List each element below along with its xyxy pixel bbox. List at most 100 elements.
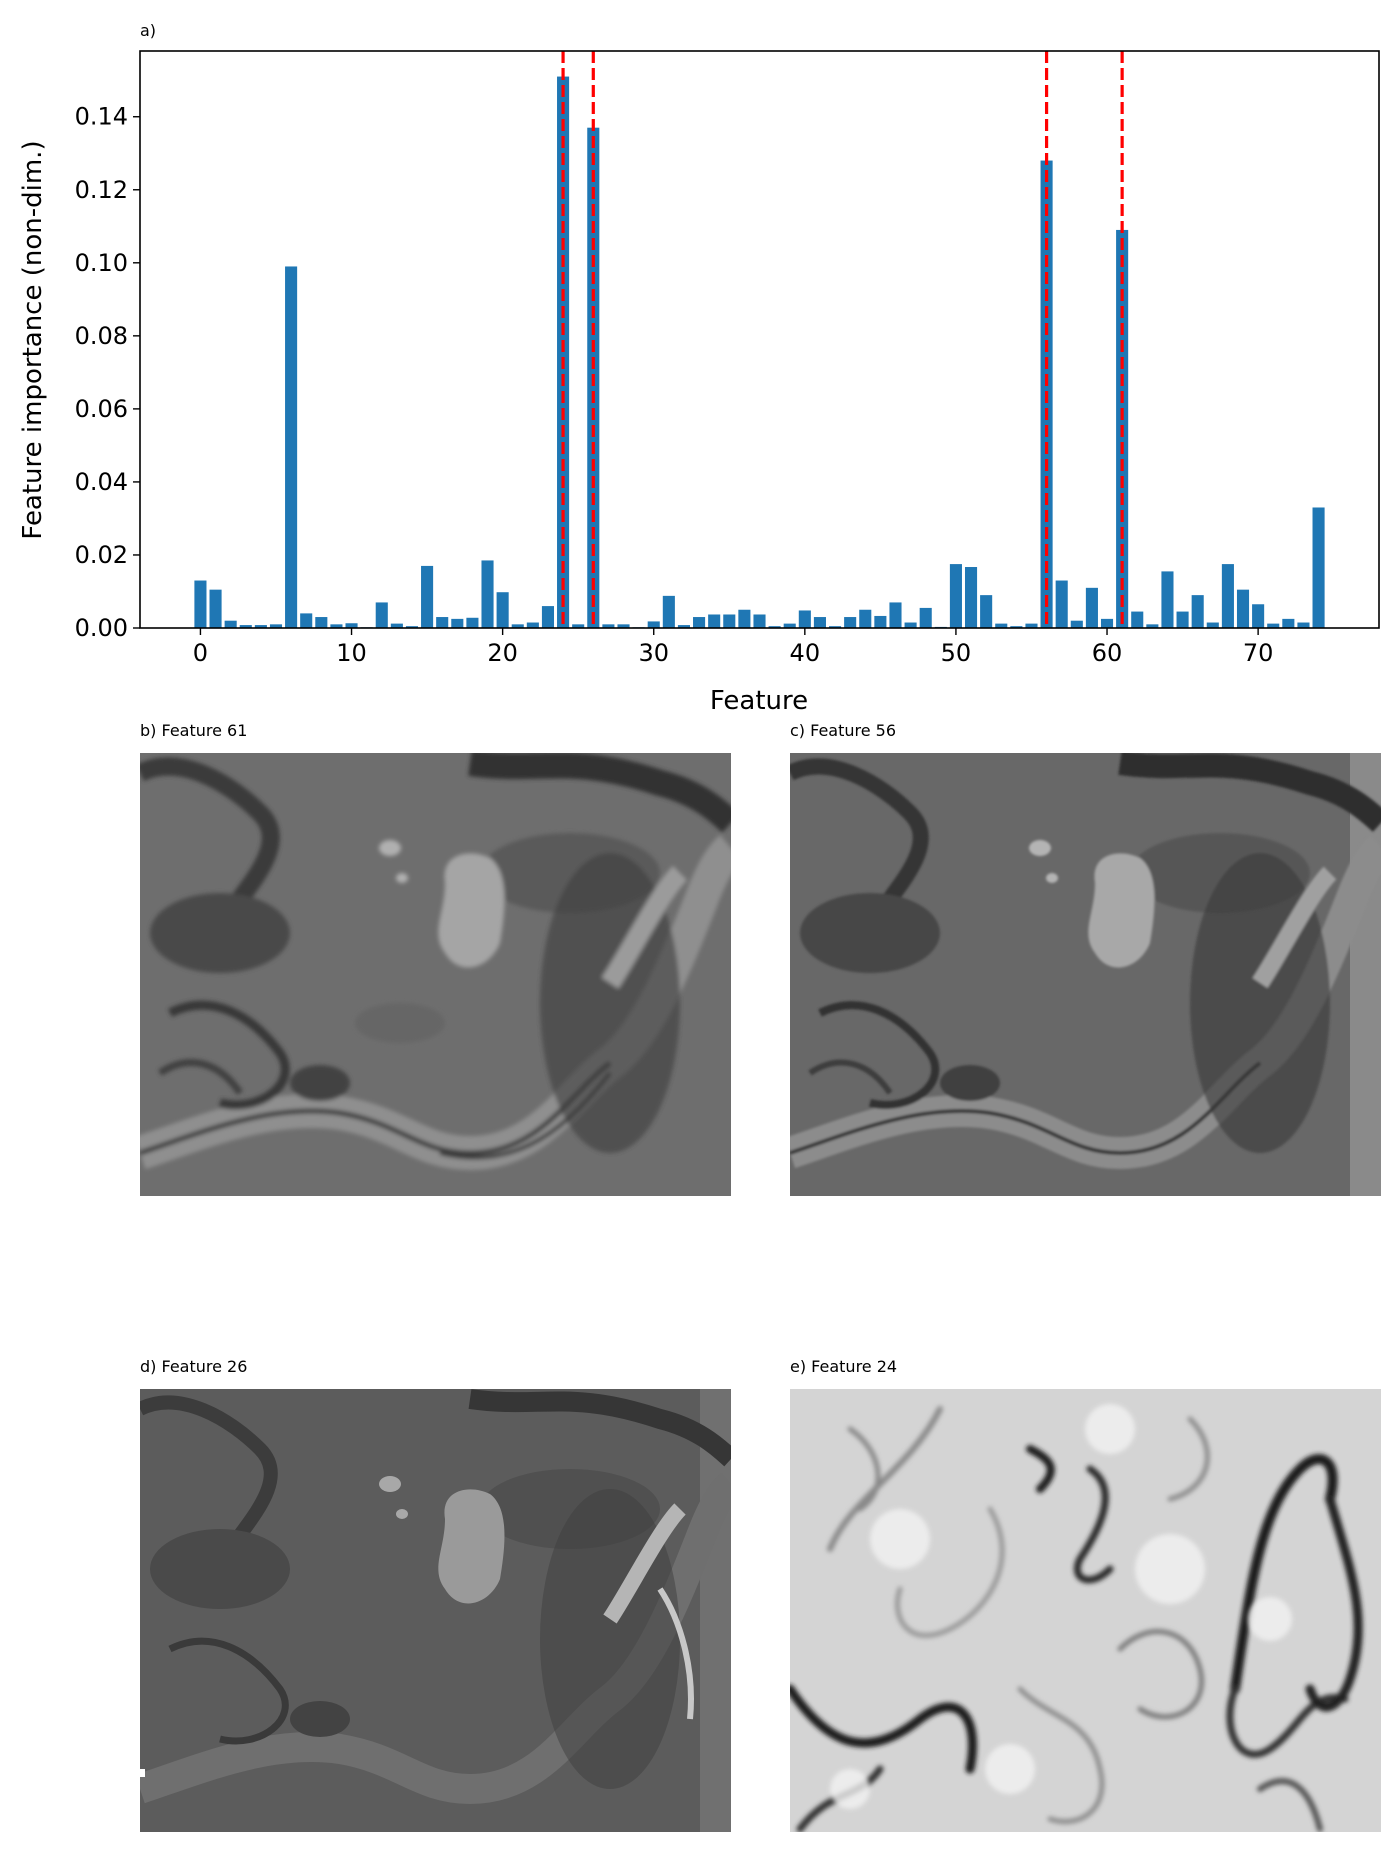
- bar-feature-72: [1282, 618, 1295, 628]
- bar-feature-21: [511, 624, 524, 628]
- bar-feature-42: [829, 626, 842, 628]
- bar-feature-66: [1191, 595, 1204, 628]
- bar-feature-71: [1267, 623, 1280, 628]
- plot-frame: [139, 50, 1380, 629]
- x-tick-label: 10: [336, 639, 367, 667]
- bar-feature-28: [617, 624, 630, 628]
- bar-feature-44: [859, 609, 872, 628]
- bar-feature-24: [557, 76, 570, 628]
- bar-feature-15: [421, 565, 434, 628]
- bar-feature-0: [194, 580, 207, 628]
- bar-feature-27: [602, 624, 615, 628]
- feature-importance-chart: a) 0 10 20 30 40 50 60 70 0.000.020.040.060.080…: [18, 21, 1380, 716]
- feature-26-map-image: [140, 1389, 731, 1832]
- x-ticks: 0 10 20 30 40 50 60 70: [193, 628, 1274, 667]
- bar-feature-16: [436, 617, 449, 628]
- bar-feature-18: [466, 617, 479, 628]
- y-tick-label: 0.06: [75, 395, 128, 423]
- bar-feature-31: [662, 595, 675, 628]
- bar-feature-48: [919, 607, 932, 628]
- x-tick-label: 60: [1092, 639, 1123, 667]
- bar-feature-12: [375, 602, 388, 628]
- y-tick-label: 0.12: [75, 176, 128, 204]
- bar-feature-25: [572, 624, 585, 628]
- bar-feature-7: [300, 613, 313, 628]
- y-ticks: 0.00 0.02 0.04 0.06 0.08 0.10 0.12 0.14: [75, 103, 140, 642]
- bar-feature-30: [647, 621, 660, 628]
- x-tick-label: 50: [941, 639, 972, 667]
- bar-feature-20: [496, 592, 509, 628]
- bar-feature-45: [874, 615, 887, 628]
- y-tick-label: 0.04: [75, 468, 128, 496]
- bar-feature-22: [526, 622, 539, 628]
- bar-feature-52: [980, 595, 993, 628]
- x-tick-label: 20: [487, 639, 518, 667]
- y-tick-label: 0.08: [75, 322, 128, 350]
- bar-feature-3: [239, 625, 252, 628]
- y-tick-label: 0.02: [75, 541, 128, 569]
- bar-feature-43: [844, 617, 857, 628]
- panel-d-title: d) Feature 26: [140, 1357, 248, 1376]
- bar-feature-1: [209, 589, 222, 628]
- bars-layer: [194, 76, 1325, 629]
- bar-feature-14: [405, 626, 419, 628]
- bar-feature-63: [1146, 624, 1159, 628]
- bar-feature-38: [768, 626, 781, 628]
- y-tick-label: 0.00: [75, 614, 128, 642]
- bar-feature-8: [315, 617, 328, 628]
- bar-feature-35: [723, 614, 736, 628]
- panel-e-title: e) Feature 24: [790, 1357, 898, 1376]
- panel-c-title: c) Feature 56: [790, 721, 897, 740]
- bar-feature-39: [783, 623, 796, 628]
- bar-feature-32: [677, 625, 690, 628]
- bar-feature-37: [753, 614, 766, 628]
- bar-feature-5: [269, 624, 283, 628]
- bar-feature-65: [1176, 611, 1189, 628]
- panel-a-label: a): [140, 21, 156, 40]
- x-axis-label: Feature: [710, 686, 808, 716]
- bar-feature-40: [798, 610, 811, 628]
- bar-feature-55: [1025, 623, 1038, 628]
- y-tick-label: 0.14: [75, 103, 128, 131]
- highlight-lines-layer: [561, 51, 1124, 628]
- x-tick-label: 0: [193, 639, 208, 667]
- bar-feature-64: [1161, 571, 1174, 628]
- bar-feature-23: [541, 606, 555, 628]
- bar-feature-74: [1312, 507, 1325, 628]
- bar-feature-34: [708, 614, 721, 628]
- bar-feature-57: [1055, 580, 1068, 628]
- bar-feature-58: [1070, 620, 1083, 628]
- bar-feature-36: [738, 609, 751, 628]
- bar-feature-69: [1236, 589, 1250, 628]
- bar-feature-46: [889, 602, 902, 628]
- bar-feature-41: [813, 617, 826, 628]
- bar-feature-9: [330, 624, 343, 628]
- bar-feature-10: [345, 623, 358, 628]
- bar-feature-4: [254, 625, 267, 628]
- bar-feature-33: [693, 617, 706, 628]
- bar-feature-62: [1131, 611, 1144, 628]
- bar-feature-73: [1297, 622, 1310, 628]
- bar-feature-50: [949, 564, 962, 628]
- x-tick-label: 30: [638, 639, 669, 667]
- feature-56-map-image: [790, 753, 1381, 1196]
- bar-feature-60: [1100, 618, 1114, 628]
- panel-b-title: b) Feature 61: [140, 721, 248, 740]
- y-tick-label: 0.10: [75, 249, 128, 277]
- bar-feature-68: [1221, 564, 1234, 628]
- bar-feature-17: [451, 618, 464, 628]
- feature-61-map-image: [140, 753, 731, 1196]
- bar-feature-19: [481, 560, 494, 628]
- x-tick-label: 70: [1243, 639, 1274, 667]
- bar-feature-53: [995, 623, 1008, 628]
- bar-feature-59: [1085, 587, 1098, 628]
- bar-feature-70: [1252, 604, 1265, 628]
- bar-feature-6: [285, 266, 298, 628]
- y-axis-label: Feature importance (non-dim.): [18, 140, 48, 539]
- x-tick-label: 40: [790, 639, 821, 667]
- bar-feature-67: [1206, 622, 1219, 628]
- bar-feature-54: [1010, 626, 1023, 628]
- bar-feature-51: [964, 567, 978, 628]
- bar-feature-13: [390, 623, 403, 628]
- feature-24-map-image: [790, 1389, 1381, 1832]
